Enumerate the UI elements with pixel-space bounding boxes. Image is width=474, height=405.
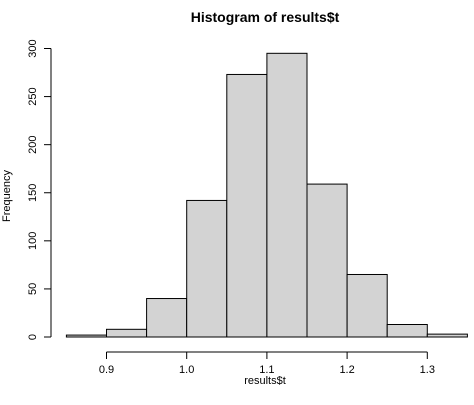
- y-tick-label: 300: [27, 39, 39, 57]
- y-tick-label: 100: [27, 232, 39, 250]
- x-tick-label: 1.2: [339, 364, 354, 376]
- y-axis-label: Frequency: [1, 170, 13, 222]
- x-axis: 0.9 1.0 1.1 1.2 1.3: [99, 351, 435, 376]
- histogram-bar-5: [226, 73, 268, 338]
- y-tick-label: 200: [27, 135, 39, 153]
- x-tick-label: 1.3: [420, 364, 435, 376]
- histogram-bar-7: [306, 183, 348, 338]
- histogram-bar-8: [346, 273, 388, 338]
- y-tick-label: 250: [27, 87, 39, 105]
- y-tick-label: 150: [27, 184, 39, 202]
- y-tick-label: 50: [27, 283, 39, 295]
- histogram-bar-6: [266, 52, 308, 338]
- histogram-bar-2: [106, 328, 148, 338]
- y-tick-label: 0: [27, 334, 39, 340]
- x-tick-label: 0.9: [99, 364, 114, 376]
- histogram-bar-10: [426, 333, 468, 338]
- bars-group: [65, 52, 468, 338]
- histogram-bar-1: [65, 334, 107, 338]
- chart-title: Histogram of results$t: [191, 9, 340, 25]
- histogram-bar-4: [186, 199, 228, 338]
- x-tick-label: 1.0: [179, 364, 194, 376]
- x-axis-label: results$t: [244, 375, 286, 387]
- histogram-bar-9: [386, 324, 428, 338]
- x-tick-label: 1.1: [259, 364, 274, 376]
- y-axis: 0 50 100 150 200 250 300: [27, 39, 52, 340]
- histogram-bar-3: [146, 298, 188, 338]
